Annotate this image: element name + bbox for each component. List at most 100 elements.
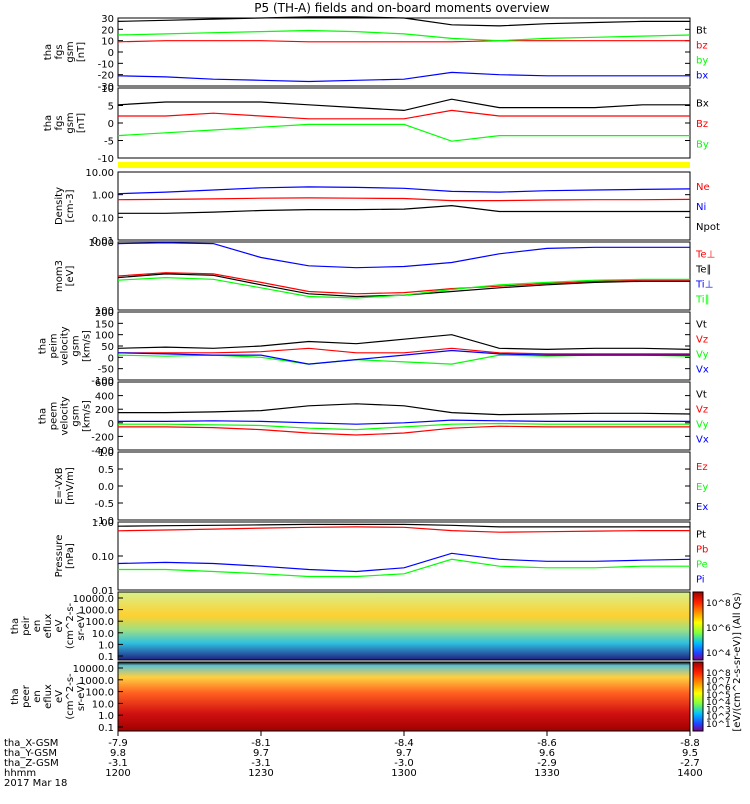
axis-label: peir <box>21 615 32 635</box>
colorbar-tick-label: 10^4 <box>706 698 731 708</box>
y-tick-label: 10.00 <box>85 168 114 179</box>
series-7-3 <box>117 552 691 573</box>
y-tick-label: 100.0 <box>85 617 114 628</box>
y-tick-label: 50 <box>101 342 114 353</box>
y-tick-label: 150 <box>95 319 114 330</box>
axis-label: [mV/m] <box>65 467 76 505</box>
panel-efield <box>117 451 691 521</box>
ephem-x: -7.9 <box>108 738 128 749</box>
y-tick-label: 10000.0 <box>73 594 114 605</box>
axis-label: eV <box>54 690 65 703</box>
y-tick-label: 0.1 <box>98 652 114 663</box>
axis-label: gsm <box>65 112 76 133</box>
legend-label: Te∥ <box>695 265 712 276</box>
y-tick-label: -400 <box>91 446 114 457</box>
panel-frame <box>117 591 691 661</box>
series-4-2 <box>117 354 691 365</box>
y-tick-label: 100 <box>95 306 114 317</box>
y-tick-label: -200 <box>91 432 114 443</box>
y-tick-label: 1.0 <box>98 448 114 459</box>
axis-label: fgs <box>54 115 65 130</box>
ephem-y: 9.7 <box>253 748 269 759</box>
axis-label: (cm^2-s- <box>65 673 76 720</box>
legend-label: by <box>696 56 708 67</box>
ephem-z: -3.1 <box>108 758 128 769</box>
panel-frame <box>117 241 691 311</box>
y-tick-label: 100.0 <box>85 688 114 699</box>
axis-label: tha <box>43 115 54 131</box>
panel-fgs-total <box>117 16 691 87</box>
ephem-time: 1400 <box>677 768 702 779</box>
y-tick-label: 0 <box>108 48 114 59</box>
y-tick-label: 0 <box>108 419 114 430</box>
y-tick-label: 10 <box>101 37 114 48</box>
legend-label: Ni <box>696 202 706 213</box>
y-tick-label: 0.0 <box>98 482 114 493</box>
y-tick-label: -5 <box>104 137 114 148</box>
axis-label: eV <box>54 619 65 632</box>
series-1-1 <box>118 109 690 120</box>
y-tick-label: 400 <box>95 392 114 403</box>
ephem-z: -3.1 <box>251 758 271 769</box>
y-tick-label: 1.00 <box>92 518 114 529</box>
legend-label: Ti⊥ <box>695 280 713 291</box>
ephem-x: -8.4 <box>394 738 414 749</box>
series-2-0 <box>117 197 691 202</box>
colorbar-tick-label: 10^4 <box>706 649 731 659</box>
panel-fgs-components <box>117 87 691 159</box>
series-4-1 <box>118 347 690 355</box>
y-tick-label: -0.5 <box>94 499 114 510</box>
y-tick-label: 0.01 <box>92 236 114 247</box>
ephem-row-label: tha_Y-GSM <box>4 748 57 759</box>
legend-label: Vz <box>696 405 708 416</box>
series-1-2 <box>117 123 690 142</box>
y-tick-label: -20 <box>98 71 114 82</box>
legend-label: Ez <box>696 462 708 473</box>
y-tick-label: 10000.0 <box>73 664 114 675</box>
y-tick-label: 10 <box>101 84 114 95</box>
series-4-0 <box>117 334 691 351</box>
colorbar-tick-label: 10^5 <box>706 691 731 701</box>
axis-label: Density <box>54 187 65 225</box>
panel-frame <box>117 451 691 521</box>
legend-label: Npot <box>696 222 720 233</box>
colorbar-tick-label: 10^7 <box>706 676 731 686</box>
y-tick-label: 1.0 <box>98 711 114 722</box>
axis-label: gsm <box>71 335 82 356</box>
axis-label: fgs <box>54 44 65 59</box>
axis-label: [nT] <box>76 113 87 133</box>
y-tick-label: -10 <box>98 59 114 70</box>
legend-label: Pt <box>696 530 706 541</box>
y-tick-label: 200 <box>95 308 114 319</box>
legend-label: Vx <box>696 365 709 376</box>
y-tick-label: 5 <box>108 102 114 113</box>
ephem-x: -8.6 <box>537 738 557 749</box>
axis-label: eflux <box>43 614 54 639</box>
axis-label: [km/s] <box>82 400 93 432</box>
figure-title: P5 (TH-A) fields and on-board moments ov… <box>254 1 550 15</box>
series-4-3 <box>117 349 690 365</box>
y-tick-label: 30 <box>101 14 114 25</box>
y-tick-label: 1.0 <box>98 640 114 651</box>
panel-peer-spectrogram <box>117 661 704 732</box>
y-tick-label: 0 <box>108 119 114 130</box>
ephem-time: 1330 <box>534 768 559 779</box>
axis-label: E=-VxB <box>54 467 65 504</box>
y-tick-label: 20 <box>101 25 114 36</box>
series-5-1 <box>118 425 690 436</box>
colorbar-tick-label: 10^6 <box>706 624 731 634</box>
legend-label: Bz <box>696 119 708 130</box>
axis-label: [nT] <box>76 42 87 62</box>
legend-label: Ne <box>696 182 710 193</box>
axis-label: tha <box>43 44 54 60</box>
axis-label: tha <box>10 618 21 634</box>
y-tick-label: 1000.0 <box>79 676 114 687</box>
legend-label: Te⊥ <box>695 250 715 261</box>
series-7-0 <box>117 523 690 528</box>
quality-flag-bar <box>118 162 690 168</box>
panel-peim-velocity <box>117 311 691 381</box>
axis-label: velocity <box>60 396 71 435</box>
ephem-z: -2.7 <box>680 758 700 769</box>
legend-label: bx <box>696 71 708 82</box>
